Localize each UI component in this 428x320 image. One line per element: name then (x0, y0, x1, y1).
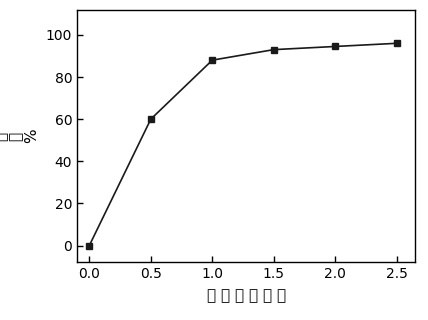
Y-axis label: 降
解
效
率
%: 降 解 效 率 % (0, 129, 39, 143)
X-axis label: 时 间 （ 小 时 ）: 时 间 （ 小 时 ） (207, 288, 285, 303)
